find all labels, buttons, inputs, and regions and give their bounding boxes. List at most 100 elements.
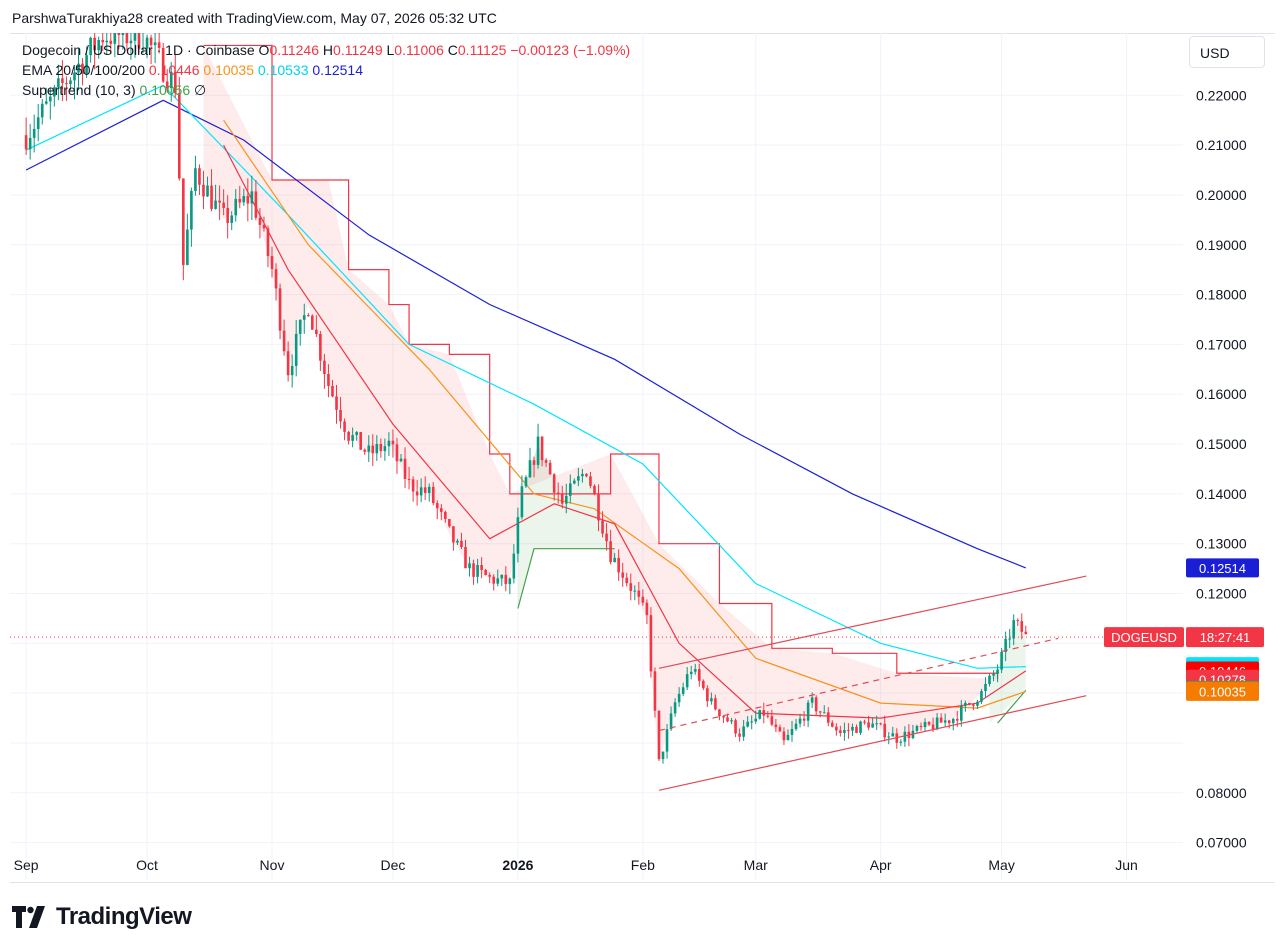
candle-body — [242, 196, 246, 203]
legend-low-value: 0.11006 — [394, 42, 444, 58]
candle-body — [996, 669, 999, 674]
legend-ema200: 0.12514 — [312, 62, 363, 78]
candle-body — [198, 168, 201, 185]
candle-body — [988, 675, 991, 684]
candle-body — [335, 396, 338, 410]
candle-body — [552, 474, 556, 493]
legend-open-label: O — [258, 42, 270, 58]
y-tick-label: 0.21000 — [1196, 137, 1247, 153]
candle-body — [818, 711, 822, 713]
candle-body — [480, 564, 483, 570]
candle-body — [621, 572, 625, 578]
candle-body — [270, 256, 274, 270]
candle-body — [520, 486, 524, 518]
candle-body — [319, 334, 322, 361]
candle-body — [460, 540, 463, 547]
candle-body — [931, 724, 935, 730]
candle-body — [173, 71, 177, 94]
x-tick-label: Nov — [260, 857, 285, 873]
candle-body — [919, 726, 923, 728]
y-tick-label: 0.16000 — [1196, 386, 1247, 402]
candle-body — [766, 715, 770, 717]
candle-body — [294, 333, 298, 366]
candle-body — [468, 563, 471, 569]
candle-body — [855, 726, 858, 733]
candle-body — [758, 710, 762, 719]
candle-body — [697, 669, 701, 681]
candle-body — [153, 42, 157, 46]
candle-body — [65, 83, 68, 85]
candle-body — [137, 33, 141, 49]
candle-body — [750, 721, 754, 723]
candle-body — [512, 553, 516, 579]
candle-body — [992, 673, 995, 676]
candle-body — [964, 702, 967, 706]
candle-body — [524, 477, 528, 487]
candle-body — [677, 693, 681, 703]
candle-body — [738, 733, 741, 737]
candle-body — [746, 721, 749, 727]
candle-body — [77, 63, 80, 73]
candle-body — [339, 409, 342, 422]
legend-high-label: H — [322, 42, 334, 58]
candle-body — [355, 432, 358, 436]
candle-body — [323, 360, 326, 375]
candle-body — [367, 445, 371, 452]
candle-body — [452, 526, 455, 543]
candle-body — [641, 596, 645, 603]
candle-body — [1020, 621, 1024, 632]
candle-body — [93, 37, 96, 51]
candle-body — [439, 508, 443, 512]
supertrend-up-line — [517, 548, 615, 609]
candle-body — [955, 718, 959, 721]
tradingview-logo-icon — [12, 906, 45, 928]
candle-body — [778, 727, 782, 732]
candle-body — [311, 315, 314, 330]
tradingview-logo[interactable]: TradingView — [12, 903, 192, 931]
candle-body — [625, 577, 629, 584]
candle-body — [476, 564, 479, 577]
candle-body — [379, 443, 383, 452]
candle-body — [407, 478, 411, 480]
candle-body — [693, 669, 697, 672]
candle-body — [730, 720, 733, 722]
channel-lower-line — [658, 695, 1087, 791]
candle-body — [347, 431, 350, 441]
candle-body — [935, 717, 939, 730]
currency-button[interactable]: USD — [1189, 36, 1265, 68]
candle-body — [351, 435, 354, 441]
candle-body — [835, 726, 838, 731]
x-tick-label: Oct — [136, 857, 158, 873]
y-tick-label: 0.12000 — [1196, 586, 1247, 602]
candle-body — [947, 720, 951, 724]
candle-body — [387, 440, 391, 447]
candle-body — [125, 33, 129, 44]
channel-mid-dashed-line — [658, 637, 1059, 732]
legend-symbol: Dogecoin / US Dollar · 1D · Coinbase — [22, 42, 255, 58]
candle-body — [375, 443, 379, 454]
candle-body — [97, 40, 100, 51]
price-axis-badge — [1186, 558, 1259, 578]
candle-body — [73, 72, 76, 81]
candle-body — [306, 315, 310, 317]
candle-body — [282, 330, 286, 352]
candle-body — [943, 720, 947, 723]
ema20-line — [223, 144, 1027, 719]
candle-body — [573, 480, 576, 484]
candle-body — [887, 736, 891, 738]
candle-body — [266, 228, 270, 257]
candle-body — [1000, 651, 1003, 670]
candle-body — [863, 721, 866, 723]
candle-body — [44, 101, 48, 104]
x-tick-label: Apr — [870, 857, 892, 873]
candle-body — [456, 540, 459, 543]
candle-body — [770, 716, 774, 725]
candle-body — [718, 709, 721, 717]
x-tick-label: Feb — [631, 857, 655, 873]
candle-body — [649, 615, 653, 672]
candle-body — [274, 269, 278, 289]
y-tick-label: 0.18000 — [1196, 287, 1247, 303]
last-price-countdown-text: 18:27:41 — [1200, 630, 1251, 645]
candle-body — [222, 202, 225, 208]
